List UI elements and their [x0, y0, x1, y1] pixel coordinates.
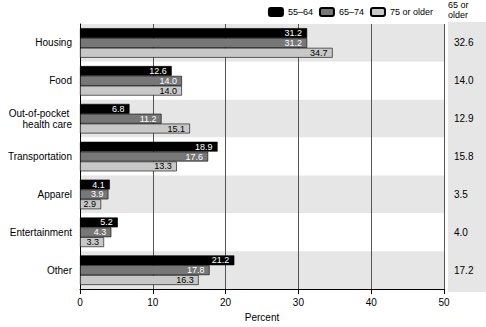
svg-text:0: 0 [77, 297, 83, 308]
svg-text:20: 20 [220, 297, 232, 308]
svg-text:6.8: 6.8 [112, 104, 125, 114]
svg-text:18.9: 18.9 [195, 142, 213, 152]
svg-text:Food: Food [49, 75, 72, 86]
svg-text:3.9: 3.9 [91, 189, 104, 199]
svg-text:31.2: 31.2 [285, 28, 303, 38]
svg-text:11.2: 11.2 [140, 114, 157, 124]
svg-text:50: 50 [438, 297, 450, 308]
svg-text:17.8: 17.8 [187, 265, 205, 275]
svg-text:Out-of-pocket: Out-of-pocket [9, 108, 72, 119]
svg-text:75 or older: 75 or older [390, 7, 433, 17]
svg-text:5.2: 5.2 [100, 217, 113, 227]
svg-text:13.3: 13.3 [154, 161, 172, 171]
svg-text:4.1: 4.1 [92, 180, 105, 190]
svg-text:55–64: 55–64 [288, 7, 313, 17]
svg-text:2.9: 2.9 [84, 199, 97, 209]
svg-text:12.6: 12.6 [149, 66, 167, 76]
svg-text:34.7: 34.7 [310, 48, 328, 58]
svg-text:40: 40 [366, 297, 378, 308]
svg-text:Percent: Percent [245, 312, 280, 323]
svg-text:21.2: 21.2 [212, 255, 230, 265]
svg-text:4.3: 4.3 [94, 227, 107, 237]
svg-text:12.9: 12.9 [454, 113, 474, 124]
svg-text:31.2: 31.2 [285, 38, 303, 48]
svg-text:4.0: 4.0 [454, 227, 468, 238]
svg-text:older: older [448, 10, 468, 20]
svg-text:30: 30 [293, 297, 305, 308]
svg-text:Apparel: Apparel [38, 189, 72, 200]
svg-text:3.5: 3.5 [454, 189, 468, 200]
svg-text:14.0: 14.0 [159, 86, 177, 96]
svg-text:15.8: 15.8 [454, 151, 474, 162]
svg-text:16.3: 16.3 [176, 275, 194, 285]
svg-text:Transportation: Transportation [8, 151, 72, 162]
svg-text:Entertainment: Entertainment [10, 227, 72, 238]
svg-text:Other: Other [47, 265, 73, 276]
svg-text:65–74: 65–74 [339, 7, 364, 17]
svg-text:17.6: 17.6 [186, 152, 204, 162]
svg-text:3.3: 3.3 [87, 237, 100, 247]
svg-text:65 or: 65 or [448, 0, 471, 10]
svg-text:17.2: 17.2 [454, 265, 474, 276]
svg-text:10: 10 [147, 297, 159, 308]
svg-text:health care: health care [23, 119, 73, 130]
svg-text:14.0: 14.0 [454, 75, 474, 86]
svg-text:15.1: 15.1 [167, 124, 185, 134]
svg-text:32.6: 32.6 [454, 37, 474, 48]
svg-text:14.0: 14.0 [159, 76, 177, 86]
svg-text:Housing: Housing [35, 37, 72, 48]
